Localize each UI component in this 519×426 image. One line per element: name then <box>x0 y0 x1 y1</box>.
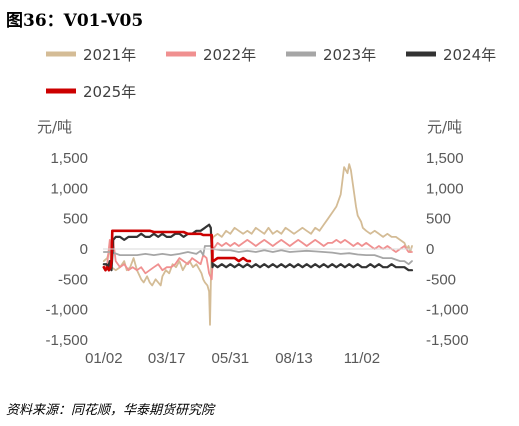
right-axis-unit: 元/吨 <box>427 118 462 136</box>
left-y-tick-label: 1,500 <box>50 150 88 167</box>
left-y-tick-label: 500 <box>63 211 88 228</box>
series-line-0 <box>102 163 413 326</box>
legend-label-1: 2022年 <box>203 46 256 64</box>
series-line-3 <box>102 223 414 272</box>
left-y-tick-label: 0 <box>80 241 88 258</box>
figure-source: 资料来源：同花顺，华泰期货研究院 <box>6 403 215 418</box>
left-axis-unit: 元/吨 <box>37 118 72 136</box>
x-tick-label: 08/13 <box>275 350 313 367</box>
x-tick-label: 03/17 <box>148 350 186 367</box>
right-y-tick-label: 0 <box>426 241 434 258</box>
figure-title: 图36：V01-V05 <box>6 11 144 31</box>
series-line-1 <box>102 238 413 281</box>
x-tick-label: 05/31 <box>212 350 250 367</box>
x-tick-label: 11/02 <box>344 350 380 367</box>
series-line-4 <box>102 229 252 272</box>
plot-area <box>102 163 414 326</box>
legend-label-3: 2024年 <box>443 46 496 64</box>
series-line-2 <box>102 245 413 266</box>
right-y-tick-label: 1,000 <box>426 180 464 197</box>
right-y-tick-label: -1,000 <box>426 302 469 319</box>
legend-label-0: 2021年 <box>83 46 136 64</box>
right-y-tick-label: 500 <box>426 211 451 228</box>
x-tick-label: 01/02 <box>85 350 123 367</box>
right-y-tick-label: -500 <box>426 271 456 288</box>
left-y-axis: 1,500 1,000 500 0 -500 -1,000 -1,500 <box>45 150 88 349</box>
right-y-tick-label: 1,500 <box>426 150 464 167</box>
left-y-tick-label: 1,000 <box>50 180 88 197</box>
right-y-tick-label: -1,500 <box>426 332 469 349</box>
right-y-axis: 1,500 1,000 500 0 -500 -1,000 -1,500 <box>426 150 469 349</box>
legend-label-4: 2025年 <box>83 83 136 101</box>
left-y-tick-label: -1,500 <box>45 332 88 349</box>
left-y-tick-label: -500 <box>58 271 88 288</box>
legend-label-2: 2023年 <box>323 46 376 64</box>
chart-legend: 2021年 2022年 2023年 2024年 2025年 <box>46 46 496 101</box>
x-axis: 01/02 03/17 05/31 08/13 11/02 <box>85 350 380 367</box>
left-y-tick-label: -1,000 <box>45 302 88 319</box>
